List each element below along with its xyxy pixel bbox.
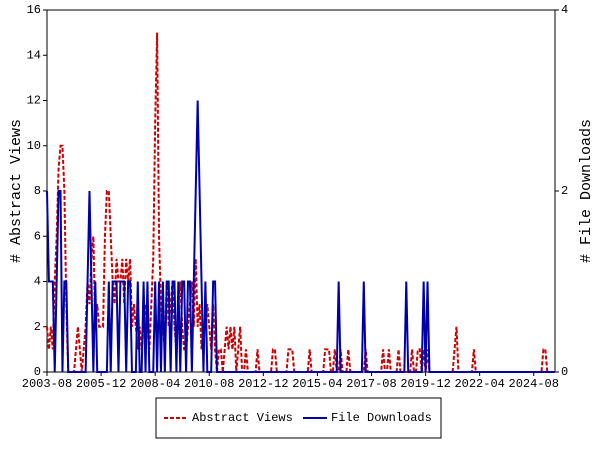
x-tick-label: 2015-04 [292,377,342,391]
x-tick-label: 2010-08 [184,377,234,391]
y-tick-label: 16 [27,3,41,17]
x-tick-label: 2005-12 [76,377,126,391]
x-tick-label: 2022-04 [454,377,504,391]
legend-label: Abstract Views [192,411,293,425]
x-tick-label: 2008-04 [130,377,180,391]
x-tick-label: 2012-12 [238,377,288,391]
y-tick-label: 6 [34,229,41,243]
y2-tick-label: 0 [561,365,568,379]
y-tick-label: 12 [27,94,41,108]
y-tick-label: 4 [34,275,41,289]
y2-tick-label: 2 [561,184,568,198]
y2-tick-label: 4 [561,3,568,17]
x-tick-label: 2024-08 [509,377,559,391]
series-line [46,32,555,373]
y-tick-label: 14 [27,48,41,62]
y-tick-label: 10 [27,139,41,153]
y2-axis-title: # File Downloads [578,119,595,263]
y-axis-title: # Abstract Views [8,119,25,263]
x-tick-label: 2019-12 [400,377,450,391]
x-tick-label: 2003-08 [22,377,72,391]
y-tick-label: 0 [34,365,41,379]
series-line [46,100,555,373]
legend [155,397,442,439]
plot-frame [46,9,556,373]
y-tick-label: 8 [34,184,41,198]
x-tick-label: 2017-08 [346,377,396,391]
legend-label: File Downloads [331,411,432,425]
y-tick-label: 2 [34,320,41,334]
